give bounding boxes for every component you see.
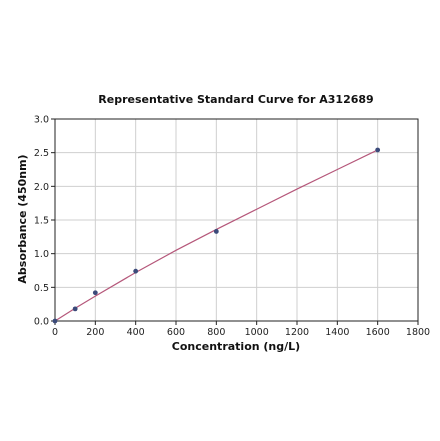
x-tick-label: 1000 [245,327,269,338]
data-point [92,290,98,296]
chart-title: Representative Standard Curve for A31268… [98,93,373,106]
x-tick-label: 1200 [285,327,309,338]
data-point [213,229,219,234]
x-tick-label: 400 [127,327,145,338]
data-point [133,268,139,274]
fit-curve-line [54,149,378,322]
y-tick-label: 1.0 [34,249,49,260]
y-tick-label: 0.5 [34,283,49,294]
y-tick-label: 2.0 [34,182,49,193]
x-tick-label: 1800 [406,327,430,338]
x-tick-label: 1600 [366,327,390,338]
x-tick-label: 600 [167,327,185,338]
x-tick-label: 200 [86,327,104,338]
data-point [52,318,58,324]
y-tick-label: 2.5 [34,148,49,159]
x-tick-label: 800 [207,327,225,338]
fit-curve-layer [54,149,378,322]
y-axis-label: Absorbance (450nm) [16,154,29,283]
data-point [375,147,381,153]
axis-ticks: 0 200 400 600 800 1000 1200 1400 1600 1800 0.0 0.5 1… [34,115,430,339]
y-tick-label: 3.0 [34,115,49,126]
x-tick-label: 1400 [325,327,349,338]
data-point [72,306,78,312]
x-axis-label: Concentration (ng/L) [172,340,300,353]
x-tick-label: 0 [52,327,58,338]
y-tick-label: 1.5 [34,216,49,227]
y-tick-label: 0.0 [34,317,49,328]
data-points-layer [52,147,381,324]
